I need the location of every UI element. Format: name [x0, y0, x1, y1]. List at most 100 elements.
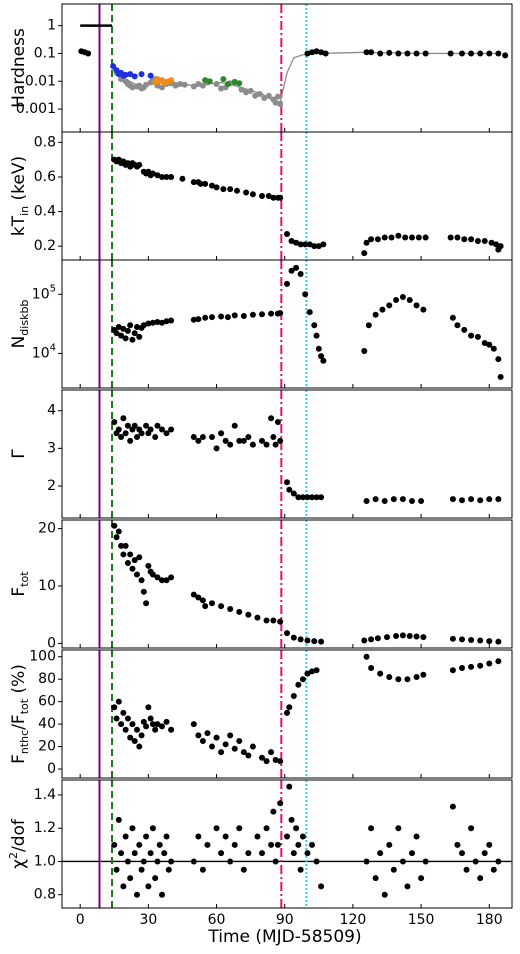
kTin-point: [374, 236, 381, 243]
Gamma-point: [259, 437, 265, 444]
Ftot-y-tick-label: 20: [38, 521, 56, 537]
chi2-point: [149, 825, 156, 832]
chi2-point: [254, 833, 261, 840]
Ndiskbb-point: [293, 264, 300, 271]
chi2-point: [259, 850, 265, 857]
kTin-point: [422, 234, 429, 241]
hardness-point: [274, 93, 281, 100]
chi2-point: [263, 825, 270, 832]
Fnthc-point: [240, 749, 247, 756]
Gamma-point: [274, 419, 281, 425]
chi2-point: [490, 866, 497, 873]
Gamma-point: [290, 490, 297, 497]
Ndiskbb-point: [474, 333, 481, 340]
Fnthc-y-axis-label: Fnthc/Ftot (%): [9, 664, 31, 764]
Ftot-point: [304, 637, 311, 644]
kTin-y-tick-label: 0.8: [34, 134, 56, 150]
chi2-point: [124, 858, 131, 865]
hardness-y-axis-label: Hardness: [9, 28, 29, 108]
hardness-point: [238, 86, 245, 93]
chi2-point: [152, 875, 159, 882]
x-tick-label: 180: [476, 912, 503, 928]
chi2-point: [293, 825, 300, 832]
kTin-point: [461, 236, 468, 243]
chi2-point: [118, 850, 125, 857]
chi2-frame: [61, 779, 513, 909]
chi2-point: [274, 841, 281, 848]
kTin-point: [259, 193, 265, 199]
Ndiskbb-point: [486, 341, 493, 348]
Fnthc-point: [236, 737, 243, 744]
chi2-point: [363, 858, 370, 865]
Gamma-point: [138, 430, 145, 437]
Ftot-point: [131, 557, 138, 564]
Ftot-point: [459, 636, 465, 643]
Gamma-point: [134, 434, 140, 441]
kTin-point: [409, 234, 415, 241]
chi2-point: [159, 891, 165, 898]
Ftot-point: [120, 551, 127, 558]
chi2-point: [270, 808, 277, 815]
Fnthc-point: [163, 718, 170, 725]
Gamma-point: [222, 437, 229, 444]
Ftot-point: [202, 603, 209, 610]
kTin-point: [220, 186, 227, 193]
Ftot-point: [129, 565, 136, 572]
Fnthc-point: [115, 698, 122, 705]
Ndiskbb-point: [481, 339, 488, 346]
kTin-point: [168, 173, 175, 180]
chi2-point: [127, 875, 134, 882]
Ndiskbb-point: [313, 332, 320, 339]
Ndiskbb-point: [115, 323, 122, 330]
hardness-point: [213, 80, 220, 87]
Ftot-point: [138, 577, 145, 584]
Fnthc-point: [147, 715, 154, 722]
Ndiskbb-point: [240, 312, 247, 319]
chi2-point: [131, 850, 138, 857]
Gamma-point: [147, 426, 154, 433]
Ftot-point: [384, 634, 390, 641]
Fnthc-point: [286, 704, 293, 711]
chi2-point: [318, 883, 325, 890]
Gamma-point: [309, 494, 315, 501]
chi2-point: [245, 850, 252, 857]
hardness-point: [172, 82, 179, 89]
kTin-point: [209, 182, 215, 189]
kTin-point: [415, 234, 422, 241]
Gamma-point: [390, 496, 397, 503]
chi2-point: [147, 850, 154, 857]
Fnthc-point: [486, 660, 493, 667]
chi2-point: [161, 850, 168, 857]
Ftot-point: [159, 577, 165, 584]
chi2-point: [143, 833, 150, 840]
Fnthc-y-tick-label: 80: [38, 671, 56, 687]
Ftot-point: [218, 603, 225, 610]
chi2-point: [163, 833, 170, 840]
Fnthc-point: [195, 732, 202, 739]
Ndiskbb-point: [168, 317, 175, 324]
Fnthc-point: [259, 754, 265, 761]
Gamma-y-tick-label: 4: [47, 403, 56, 419]
kTin-point: [306, 241, 313, 248]
Fnthc-point: [222, 741, 229, 748]
kTin-point: [320, 241, 327, 248]
kTin-point: [381, 234, 388, 241]
Ndiskbb-point: [386, 302, 393, 309]
kTin-point: [361, 250, 368, 257]
Ftot-point: [209, 600, 215, 607]
Fnthc-point: [213, 734, 220, 741]
Ndiskbb-point: [413, 302, 420, 309]
hardness-point: [502, 52, 509, 59]
Ndiskbb-point: [120, 325, 127, 332]
Ndiskbb-point: [449, 314, 456, 321]
Ndiskbb-point: [249, 311, 256, 318]
hardness-point: [422, 50, 429, 57]
kTin-point: [288, 237, 295, 244]
kTin-point: [363, 239, 370, 246]
hardness-point: [247, 87, 254, 94]
kTin-point: [388, 234, 395, 241]
x-tick-label: 30: [139, 912, 157, 928]
kTin-point: [302, 241, 309, 248]
hardness-point: [272, 99, 279, 106]
Ndiskbb-point: [231, 312, 238, 319]
